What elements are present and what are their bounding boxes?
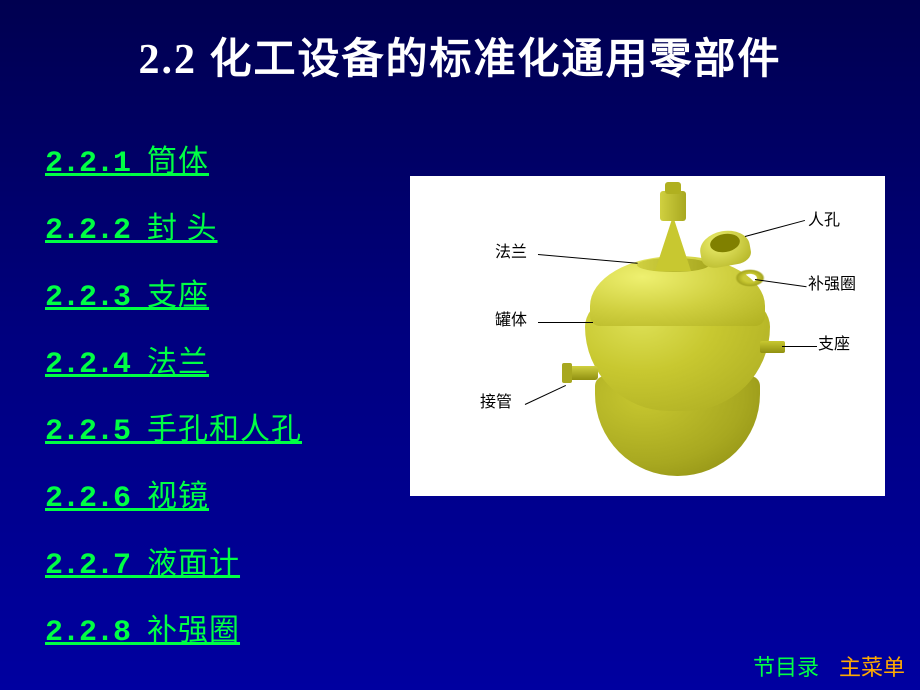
content-area: 2.2.1 筒体 2.2.2 封 头 2.2.3 支座 2.2.4 法兰 2.2…	[0, 86, 920, 650]
nav-item-flange[interactable]: 2.2.4 法兰	[45, 337, 380, 382]
nav-num: 2.2.2	[45, 214, 130, 248]
nav-num: 2.2.8	[45, 616, 130, 650]
nav-item-level-gauge[interactable]: 2.2.7 液面计	[45, 538, 380, 583]
leader-line	[745, 220, 805, 237]
vessel-diagram: 法兰 罐体 接管 人孔 补强圈 支座	[410, 176, 885, 496]
leader-line	[755, 279, 807, 287]
diagram-label-flange: 法兰	[495, 238, 527, 262]
nav-item-support[interactable]: 2.2.3 支座	[45, 270, 380, 315]
leader-line	[538, 322, 593, 323]
nav-label: 液面计	[147, 547, 240, 580]
nav-label: 补强圈	[147, 614, 240, 647]
nav-num: 2.2.5	[45, 415, 130, 449]
nav-label: 支座	[147, 279, 209, 312]
nav-item-reinforcing-ring[interactable]: 2.2.8 补强圈	[45, 605, 380, 650]
nav-item-sight-glass[interactable]: 2.2.6 视镜	[45, 471, 380, 516]
neck-cone-shape	[655, 216, 691, 271]
neck-cap-shape	[665, 182, 681, 194]
diagram-label-manhole: 人孔	[808, 206, 840, 230]
neck-top-shape	[660, 191, 686, 221]
nav-item-head[interactable]: 2.2.2 封 头	[45, 203, 380, 248]
diagram-label-nozzle: 接管	[480, 388, 512, 412]
nav-label: 视镜	[147, 480, 209, 513]
nav-item-handhole-manhole[interactable]: 2.2.5 手孔和人孔	[45, 404, 380, 449]
reinforce-ring-shape	[735, 269, 765, 287]
section-nav: 2.2.1 筒体 2.2.2 封 头 2.2.3 支座 2.2.4 法兰 2.2…	[40, 136, 380, 650]
leader-line	[525, 385, 566, 405]
nav-label: 封 头	[147, 212, 218, 245]
nozzle-shape	[568, 366, 598, 380]
support-shape	[760, 341, 785, 353]
toc-button[interactable]: 节目录	[753, 650, 819, 682]
leader-line	[782, 346, 817, 347]
nav-label: 法兰	[147, 346, 209, 379]
nav-num: 2.2.3	[45, 281, 130, 315]
diagram-label-reinforcing-ring: 补强圈	[808, 270, 856, 294]
leader-line	[538, 254, 638, 264]
main-menu-button[interactable]: 主菜单	[839, 650, 905, 682]
diagram-container: 法兰 罐体 接管 人孔 补强圈 支座	[410, 136, 885, 650]
nav-num: 2.2.1	[45, 147, 130, 181]
nav-num: 2.2.4	[45, 348, 130, 382]
nav-label: 手孔和人孔	[147, 413, 302, 446]
nav-item-cylinder[interactable]: 2.2.1 筒体	[45, 136, 380, 181]
nozzle-cap-shape	[562, 363, 572, 383]
nav-num: 2.2.6	[45, 482, 130, 516]
nav-num: 2.2.7	[45, 549, 130, 583]
diagram-label-tank-body: 罐体	[495, 306, 527, 330]
diagram-label-support: 支座	[818, 330, 850, 354]
page-title: 2.2 化工设备的标准化通用零部件	[0, 0, 920, 86]
footer-nav: 节目录 主菜单	[753, 650, 905, 682]
nav-label: 筒体	[147, 145, 209, 178]
